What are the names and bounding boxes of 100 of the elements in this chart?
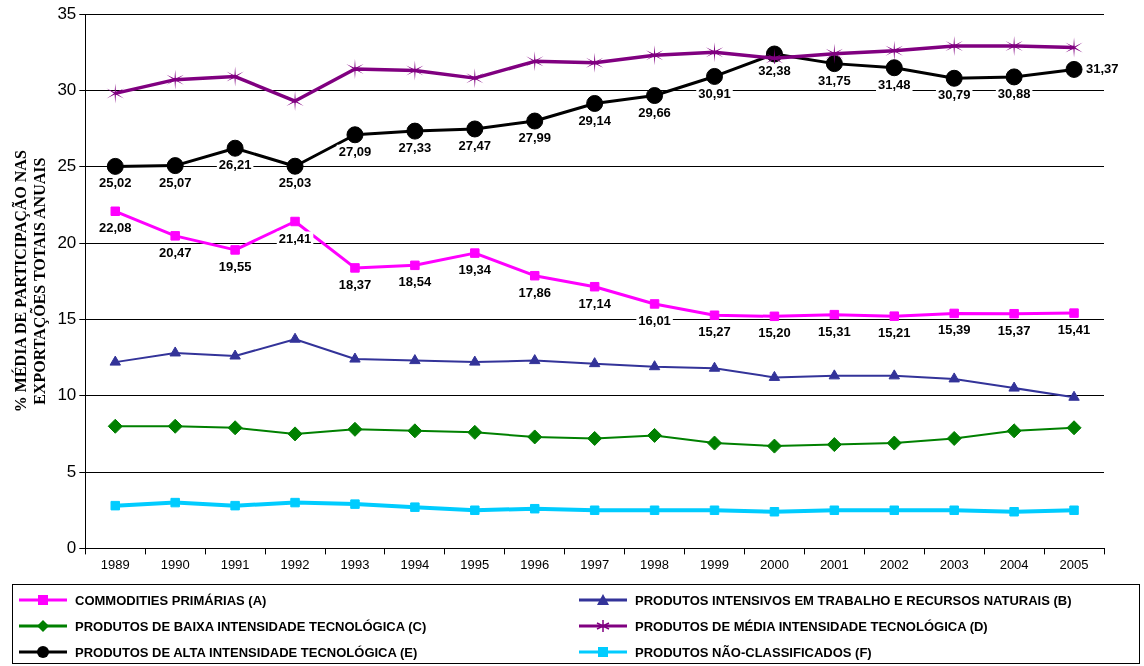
point [708,361,721,372]
data-label: 31,75 [818,72,851,88]
x-tick-label: 2005 [1059,556,1089,572]
data-label: 26,21 [218,157,252,173]
point [649,299,660,309]
point [1009,507,1019,517]
data-label: 15,21 [878,325,911,341]
data-label: 20,47 [158,244,192,260]
point [587,430,603,446]
point [649,505,660,515]
point [1069,505,1079,515]
x-tick-label: 1994 [400,556,430,572]
data-label: 18,54 [398,274,432,290]
data-label: 22,08 [99,220,132,236]
point [769,507,780,517]
x-tick-label: 1997 [580,556,610,572]
legend-label: PRODUTOS INTENSIVOS EM TRABALHO E RECURSOS NATURAIS (B) [635,592,1072,608]
point [350,263,360,273]
point [888,369,900,380]
point [286,157,304,175]
legend-label: PRODUTOS NÃO-CLASSIFICADOS (F) [635,644,872,660]
point [825,43,844,64]
point [826,437,842,453]
data-label: 25,02 [99,175,132,191]
data-label: 21,41 [278,230,312,246]
x-tick-label: 1993 [340,556,370,572]
point [410,502,420,512]
point [1066,420,1082,436]
point [226,139,244,157]
data-label: 29,14 [578,112,612,128]
data-label: 17,14 [578,295,612,311]
point [586,94,604,112]
x-tick-label: 1992 [280,556,310,572]
point [1009,308,1019,319]
point [949,308,959,319]
point [470,505,480,515]
point [948,372,960,383]
point [1006,423,1022,439]
point [287,426,303,442]
y-axis-title: % MÉDIA DE PARTICIPAÇÃO NAS EXPORTAÇÕES TOTAIS ANUAIS [10,150,49,413]
y-tick-label: 30 [57,80,77,100]
point [466,120,484,138]
point [1065,60,1083,78]
point [110,500,121,511]
point [828,369,841,380]
data-label: 25,03 [278,175,312,191]
point [646,87,664,105]
data-label: 27,09 [338,143,372,159]
point [410,260,420,271]
point [109,355,121,366]
y-tick-label: 5 [66,461,77,481]
data-label: 30,88 [997,85,1031,101]
x-tick-label: 1995 [460,556,490,572]
legend-label: PRODUTOS DE ALTA INTENSIDADE TECNOLÓGICA (E) [75,644,418,660]
point [768,370,781,381]
point [349,352,361,363]
data-label: 15,41 [1057,322,1091,338]
point [946,430,962,446]
point [167,418,183,434]
point [588,357,601,368]
data-label: 25,07 [158,174,192,190]
point [529,354,541,365]
point [1068,390,1080,401]
x-tick-label: 2001 [819,556,849,572]
x-tick-label: 1999 [700,556,729,572]
point [469,355,481,366]
point [709,505,720,515]
data-label: 27,47 [458,138,492,154]
point [107,418,123,434]
y-tick-label: 25 [57,156,77,176]
point [829,309,840,320]
point [230,245,240,255]
point [170,231,180,241]
point [1008,381,1020,392]
data-label: 15,27 [698,324,731,340]
data-label: 17,86 [518,284,552,300]
point [705,42,724,63]
data-label: 32,38 [758,63,791,79]
data-label: 15,31 [818,323,851,339]
legend-label: PRODUTOS DE MÉDIA INTENSIDADE TECNOLÓGICA (D) [635,618,988,634]
point [589,281,600,292]
point [110,206,121,217]
point [529,270,540,281]
data-label: 29,66 [638,104,671,120]
x-tick-label: 1989 [100,556,130,572]
x-tick-label: 2002 [879,556,909,572]
data-label: 27,33 [398,140,432,156]
point [829,505,840,515]
x-tick-label: 2004 [999,556,1029,572]
data-label: 16,01 [638,313,671,329]
point [406,122,424,140]
point [346,126,364,144]
point [589,505,600,515]
point [645,45,664,66]
point [169,346,181,357]
data-label: 31,37 [1086,60,1119,76]
point [529,503,540,514]
data-label: 15,20 [758,325,791,341]
point [648,360,661,371]
point [290,497,300,508]
